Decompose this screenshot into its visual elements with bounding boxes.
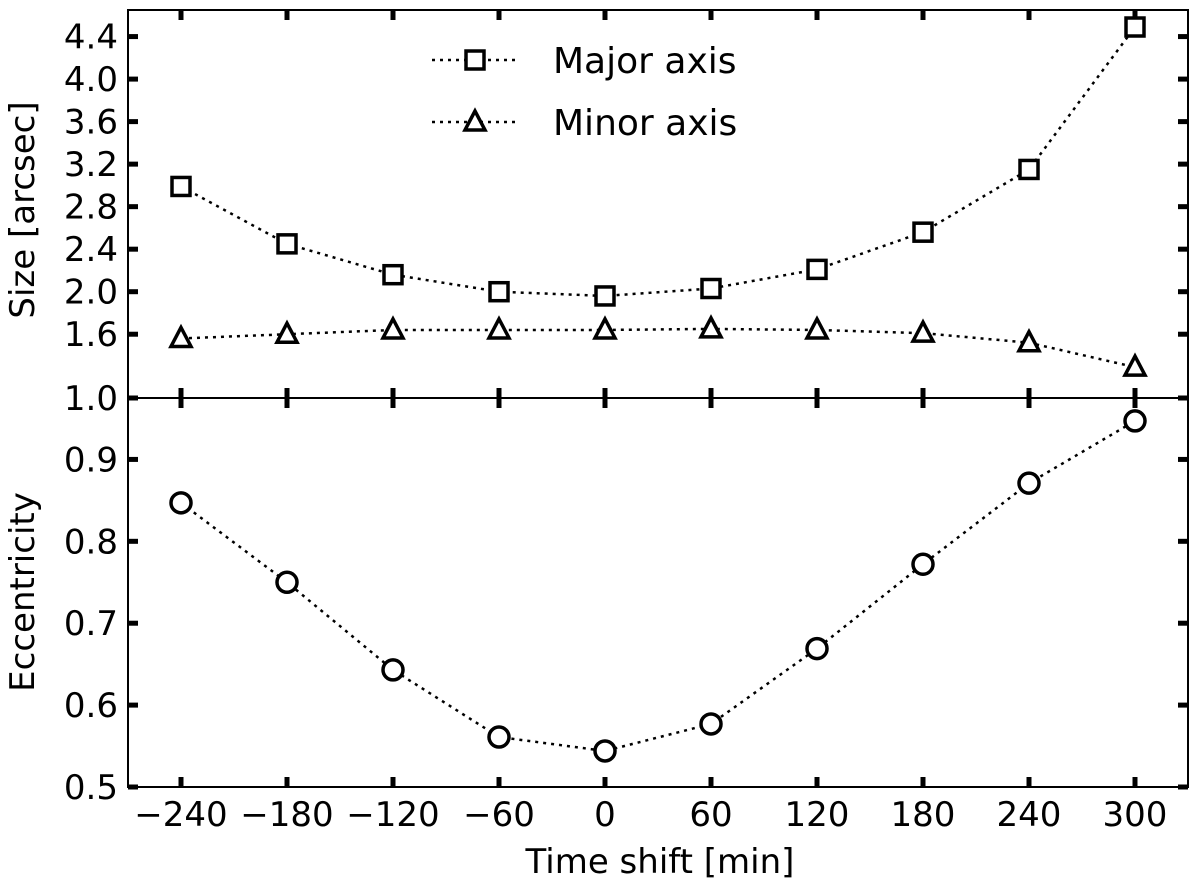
y-tick-label-bottom: 0.9	[64, 440, 118, 480]
y-tick-label-bottom: 0.8	[64, 522, 118, 562]
bottom-series-0-point	[381, 658, 405, 682]
y-tick-label-top: 1.6	[64, 315, 118, 355]
x-tick-label: 120	[785, 795, 850, 835]
x-tick-label: −120	[346, 795, 439, 835]
top-series-1-point	[1016, 327, 1042, 353]
bottom-series-0-point	[169, 491, 193, 515]
top-series-0-point	[170, 175, 192, 198]
top-series-line-0	[180, 26, 1137, 298]
y-tick-label-top: 2.4	[64, 230, 118, 270]
top-series-1-point	[698, 314, 724, 339]
bottom-series-0-point	[1017, 471, 1041, 495]
y-tick-label-top: 1.0	[64, 379, 118, 419]
bottom-series-0-point	[487, 725, 511, 749]
y-tick-label-top: 2.0	[64, 273, 118, 313]
top-series-0-point	[276, 233, 298, 255]
y-axis-label-top: Size [arcsec]	[3, 101, 43, 318]
top-series-0-point	[1124, 16, 1146, 38]
y-tick-label-top: 3.6	[64, 103, 118, 143]
top-series-line-1	[180, 327, 1136, 369]
y-tick-label-bottom: 0.7	[64, 604, 118, 644]
x-tick-label: 300	[1103, 795, 1168, 835]
x-tick-label: 240	[997, 795, 1062, 835]
top-series-0-point	[382, 263, 404, 286]
y-tick-label-bottom: 0.5	[64, 768, 118, 808]
x-axis-label: Time shift [min]	[525, 842, 795, 882]
x-tick-label: 60	[689, 795, 732, 835]
x-tick-label: 0	[594, 795, 616, 835]
x-tick-label: −180	[240, 795, 333, 835]
top-series-1-point	[1122, 352, 1148, 377]
bottom-panel-frame	[127, 397, 1189, 788]
top-series-1-point	[804, 315, 830, 340]
bottom-series-line-0	[180, 419, 1136, 753]
top-series-0-point	[806, 258, 828, 281]
x-tick-label: −240	[134, 795, 227, 835]
y-tick-label-top: 4.4	[64, 18, 118, 58]
top-series-1-point	[592, 315, 618, 340]
y-tick-label-bottom: 0.6	[64, 686, 118, 726]
top-series-0-point	[488, 280, 510, 303]
top-series-1-point	[168, 323, 194, 349]
bottom-series-0-point	[699, 712, 723, 736]
top-series-1-point	[274, 319, 300, 344]
top-series-1-point	[380, 315, 406, 340]
y-axis-label-bottom: Eccentricity	[3, 492, 43, 692]
y-tick-label-top: 2.8	[64, 188, 118, 228]
top-series-1-point	[910, 318, 936, 343]
x-tick-label: 180	[891, 795, 956, 835]
legend-label: Major axis	[553, 41, 737, 82]
top-series-0-point	[912, 221, 934, 243]
top-series-0-point	[594, 285, 616, 307]
bottom-series-0-point	[911, 552, 935, 576]
bottom-series-0-point	[1123, 409, 1147, 433]
x-tick-label: −60	[463, 795, 535, 835]
top-series-1-point	[486, 315, 512, 340]
legend-marker	[464, 49, 486, 71]
y-tick-label-top: 4.0	[64, 60, 118, 100]
legend-label: Minor axis	[553, 103, 737, 144]
bottom-series-0-point	[805, 636, 829, 661]
bottom-series-0-point	[275, 570, 299, 595]
top-series-0-point	[700, 277, 722, 300]
y-tick-label-top: 3.2	[64, 145, 118, 185]
legend-marker	[462, 107, 488, 132]
top-series-0-point	[1018, 158, 1040, 181]
bottom-series-0-point	[593, 739, 617, 763]
